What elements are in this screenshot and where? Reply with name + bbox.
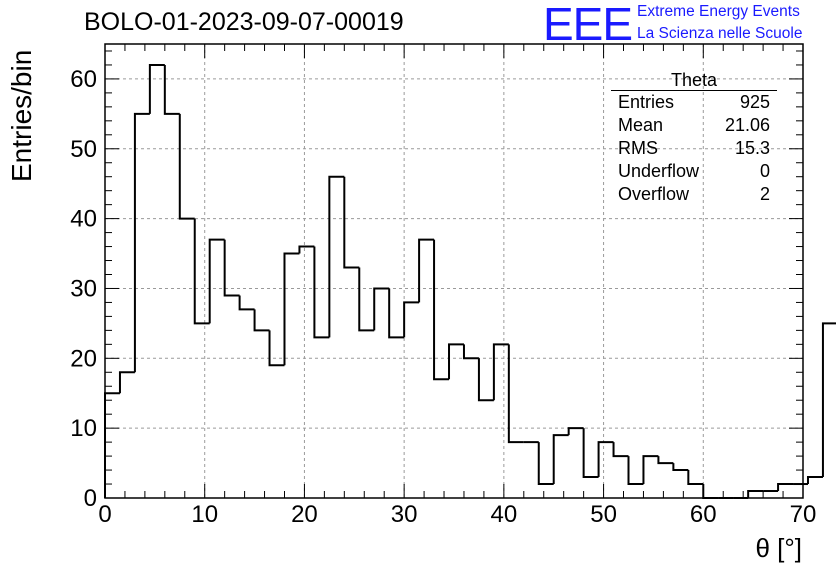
chart-title: BOLO-01-2023-09-07-00019 <box>84 8 404 36</box>
logo-line-1: Extreme Energy Events <box>637 3 800 20</box>
stats-value: 15.3 <box>734 138 770 158</box>
histogram-bin <box>492 343 509 401</box>
x-tick-label: 60 <box>690 501 717 528</box>
stats-row: Mean 21.06 <box>611 114 777 137</box>
stats-value: 2 <box>759 184 770 204</box>
histogram-bin <box>747 490 764 498</box>
histogram-bin <box>403 301 420 338</box>
histogram-bin <box>672 463 689 472</box>
histogram-bin <box>657 456 674 465</box>
logo-line-2: La Scienza nelle Scuole <box>637 25 803 42</box>
histogram-bin <box>567 427 584 436</box>
histogram-bin <box>806 476 823 485</box>
histogram-bin <box>448 343 464 380</box>
histogram-bin <box>552 434 569 485</box>
x-tick-label: 20 <box>291 501 318 528</box>
y-tick-label: 40 <box>70 206 97 233</box>
stats-box: Theta Entries 925 Mean 21.06 RMS 15.3 Un… <box>611 71 777 206</box>
stats-row: Overflow 2 <box>611 183 777 206</box>
stats-label: Underflow <box>618 161 700 181</box>
x-tick-label: 40 <box>491 501 518 528</box>
histogram-bin <box>702 484 719 499</box>
stats-label: RMS <box>618 138 658 158</box>
y-tick-label: 20 <box>70 345 97 372</box>
histogram-bin <box>148 63 165 114</box>
histogram-bin <box>627 456 644 486</box>
histogram-bin <box>328 175 345 338</box>
x-tick-label: 50 <box>590 501 617 528</box>
histogram-bin <box>223 239 240 297</box>
histogram-bin <box>238 295 255 311</box>
stats-row: RMS 15.3 <box>611 137 777 160</box>
stats-label: Overflow <box>618 184 690 204</box>
histogram-bin <box>253 309 270 332</box>
stats-label: Entries <box>618 92 675 112</box>
stats-value: 925 <box>739 92 770 112</box>
histogram-bin <box>687 470 704 486</box>
histogram-bin <box>537 442 554 486</box>
histogram-bin <box>163 64 180 115</box>
histogram-bin <box>418 238 435 303</box>
y-tick-label: 0 <box>84 485 97 512</box>
x-tick-label: 70 <box>790 501 817 528</box>
y-tick-label: 10 <box>70 415 97 442</box>
x-tick-label: 30 <box>391 501 418 528</box>
plot-frame <box>104 43 804 499</box>
stats-value: 0 <box>759 161 770 181</box>
histogram-bin <box>597 441 614 478</box>
y-tick-label: 50 <box>70 136 97 163</box>
stats-row: Underflow 0 <box>611 160 777 183</box>
histogram-bin <box>462 344 479 360</box>
histogram-bin <box>133 112 150 373</box>
stats-label: Mean <box>618 115 664 135</box>
histogram-bin <box>118 371 135 394</box>
histogram-bin <box>104 392 120 498</box>
histogram-bin <box>313 246 330 339</box>
x-axis-label: θ [°] <box>755 533 802 563</box>
histogram-bin <box>178 113 195 220</box>
histogram-bin <box>373 287 390 331</box>
histogram-bin <box>358 267 375 332</box>
histogram-bin <box>642 455 659 485</box>
histogram-bin <box>388 288 405 339</box>
histogram-bin <box>298 245 315 254</box>
x-tick-label: 10 <box>191 501 218 528</box>
eee-logo-icon: EEE <box>543 0 633 50</box>
histogram-bin <box>433 239 450 381</box>
histogram-bin <box>821 322 836 478</box>
stats-value: 21.06 <box>724 115 770 135</box>
histogram-bin <box>507 344 524 444</box>
histogram-bin <box>283 252 300 366</box>
histogram-bin <box>612 442 629 458</box>
histogram-bin <box>582 428 599 479</box>
histogram-bin <box>208 238 225 324</box>
histogram-bin <box>193 218 210 325</box>
histogram-bin <box>477 358 494 402</box>
histogram-bin <box>343 176 360 269</box>
stats-title: Theta <box>611 71 777 91</box>
y-tick-label: 30 <box>70 275 97 302</box>
histogram-bin <box>777 483 794 492</box>
y-tick-label: 60 <box>70 66 97 93</box>
x-tick-label: 0 <box>98 501 111 528</box>
stats-row: Entries 925 <box>611 91 777 114</box>
histogram-bin <box>268 330 285 367</box>
